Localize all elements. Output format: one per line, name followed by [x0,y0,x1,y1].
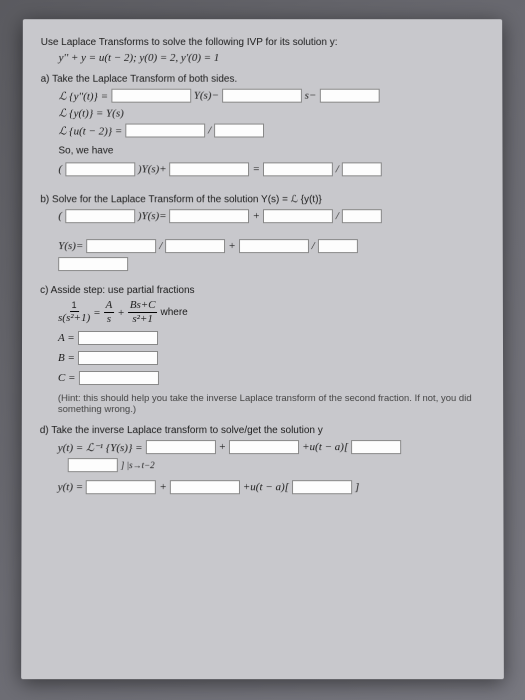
d-l2-tail: +u(t − a)[ [243,481,289,493]
c-A-blank[interactable] [78,331,158,345]
a-eq-open: ( [58,163,62,175]
a-l1-blank3[interactable] [319,89,379,103]
a-so-we-have: So, we have [40,145,484,156]
a-l1-blank1[interactable] [111,89,191,103]
b-l1-mid: )Y(s)= [138,210,167,222]
b-l2-slash2: / [312,240,315,252]
d-l2-blank2[interactable] [170,480,240,494]
b-line2: Y(s)= / + / [40,239,485,253]
b-l1-blank4[interactable] [342,209,382,223]
a-eq-blank3[interactable] [263,162,333,176]
a-eq-blank4[interactable] [342,162,382,176]
d-l1-plus: + [219,441,226,453]
worksheet-page: Use Laplace Transforms to solve the foll… [21,19,504,679]
d-l1-blank3[interactable] [351,440,401,454]
b-l2-blank2[interactable] [165,239,225,253]
c-frac2-den: s [107,313,111,325]
a-l3-blank2[interactable] [214,124,264,138]
a-l1-mid: Y(s)− [194,90,219,102]
c-plus: + [117,307,124,319]
c-C: C = [40,371,485,385]
part-a-heading: a) Take the Laplace Transform of both si… [41,74,485,85]
a-l3-blank1[interactable] [125,124,205,138]
intro-equation: y'' + y = u(t − 2); y(0) = 2, y'(0) = 1 [41,52,485,64]
b-l2-plus: + [228,240,235,252]
b-l2-blank4[interactable] [318,239,358,253]
b-l2-slash1: / [159,240,162,252]
d-line1: y(t) = ℒ⁻¹ {Y(s)} = + +u(t − a)[ [40,440,486,454]
c-B-blank[interactable] [78,351,158,365]
part-c-heading: c) Asside step: use partial fractions [40,285,485,296]
a-eq-eq: = [253,163,260,175]
b-line2b [40,257,485,271]
c-frac1-den: s(s²+1) [58,312,90,324]
d-l2-blank1[interactable] [86,480,156,494]
a-line2: ℒ {y(t)} = Y(s) [41,107,485,120]
part-b-heading: b) Solve for the Laplace Transform of th… [40,194,484,205]
c-A-label: A = [58,332,75,344]
b-l1-open: ( [58,210,62,222]
c-frac2: A s [104,300,115,325]
c-frac1: 1 s(s²+1) [58,301,90,324]
b-l1-blank3[interactable] [263,209,333,223]
a-l1-tail: s− [305,90,317,102]
a-line3: ℒ {u(t − 2)} = / [41,124,485,138]
c-frac2-num: A [104,300,115,313]
a-l3-slash: / [208,125,211,137]
c-frac1-num: 1 [70,301,79,312]
c-C-blank[interactable] [78,371,158,385]
d-l1-blank1[interactable] [146,440,216,454]
c-fraction-eq: 1 s(s²+1) = A s + Bs+C s²+1 where [40,300,485,325]
c-hint: (Hint: this should help you take the inv… [40,393,485,415]
d-l1-tail: +u(t − a)[ [302,441,348,453]
d-l2-blank3[interactable] [292,480,352,494]
c-where: where [161,307,188,318]
a-line1: ℒ {y''(t)} = Y(s)− s− [41,89,485,103]
c-frac3: Bs+C s²+1 [128,300,158,325]
a-combined-eq: ( )Y(s)+ = / [40,162,484,176]
c-eq: = [93,307,100,319]
c-frac3-den: s²+1 [132,313,153,325]
a-eq-mid1: )Y(s)+ [138,163,167,175]
c-B-label: B = [58,352,75,364]
c-B: B = [40,351,485,365]
part-d-heading: d) Take the inverse Laplace transform to… [40,425,485,436]
b-l2-blank1[interactable] [86,239,156,253]
d-line1b: ] |s→t−2 [40,458,486,472]
b-l1-slash: / [336,210,339,222]
b-l2b-blank[interactable] [58,257,128,271]
d-l2-plus: + [159,481,166,493]
b-line1: ( )Y(s)= + / [40,209,484,223]
d-l1-bar: ] |s→t−2 [121,460,155,470]
d-l1-blank2[interactable] [229,440,299,454]
c-A: A = [40,331,485,345]
b-l1-plus: + [252,210,259,222]
a-l3-lhs: ℒ {u(t − 2)} = [58,124,122,137]
intro-text: Use Laplace Transforms to solve the foll… [41,37,485,48]
a-eq-blank2[interactable] [170,162,250,176]
b-l1-blank2[interactable] [170,209,250,223]
a-l1-blank2[interactable] [222,89,302,103]
b-l2-lhs: Y(s)= [58,240,83,252]
d-l2-lhs: y(t) = [58,481,84,493]
a-l1-lhs: ℒ {y''(t)} = [59,89,109,102]
c-frac3-num: Bs+C [128,300,158,313]
b-l2-blank3[interactable] [239,239,309,253]
b-l1-blank1[interactable] [65,209,135,223]
d-l1b-blank[interactable] [68,458,118,472]
d-l2-close: ] [355,481,359,493]
a-eq-slash: / [336,163,339,175]
c-C-label: C = [58,372,76,384]
d-l1-lhs: y(t) = ℒ⁻¹ {Y(s)} = [58,441,143,454]
d-line2: y(t) = + +u(t − a)[ ] [40,480,486,494]
a-eq-blank1[interactable] [65,162,135,176]
